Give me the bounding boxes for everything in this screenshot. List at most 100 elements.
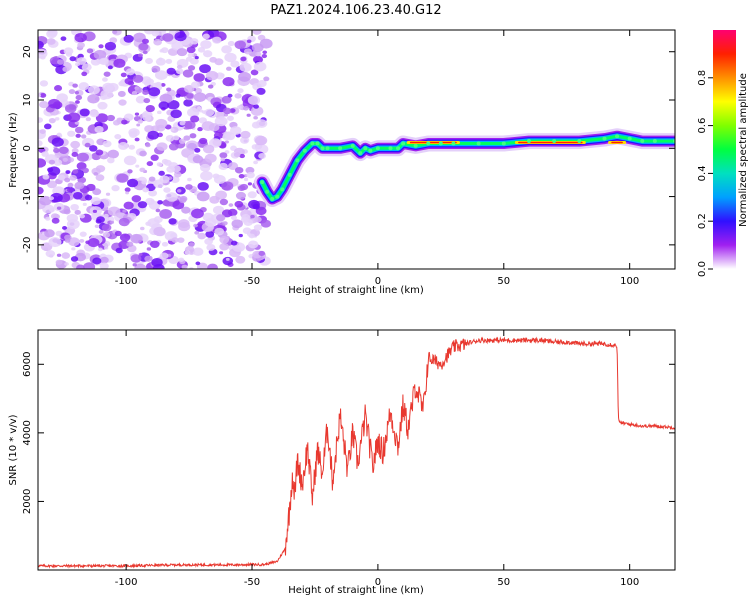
noise-blob <box>58 146 69 155</box>
ridge-node <box>552 139 557 144</box>
noise-blob <box>50 192 63 203</box>
noise-blob <box>173 135 180 141</box>
noise-blob <box>222 76 235 87</box>
noise-blob <box>72 83 78 88</box>
noise-blob <box>219 236 230 244</box>
noise-blob <box>184 120 196 130</box>
noise-blob <box>56 132 62 137</box>
noise-blob <box>53 147 60 154</box>
noise-blob <box>228 203 234 207</box>
ridge-node <box>615 134 620 139</box>
noise-blob <box>226 115 234 121</box>
noise-blob <box>112 30 118 35</box>
noise-blob <box>231 219 243 229</box>
noise-blob <box>125 191 130 195</box>
noise-blob <box>166 87 172 92</box>
noise-blob <box>38 117 44 123</box>
noise-blob <box>166 165 176 173</box>
noise-blob <box>71 247 76 251</box>
noise-blob <box>221 95 232 104</box>
noise-blob <box>247 182 253 186</box>
spectrogram-xlabel: Height of straight line (km) <box>288 285 424 296</box>
colorbar-tick-label: 0.2 <box>697 213 708 229</box>
noise-blob <box>65 170 71 174</box>
noise-blob <box>127 169 133 174</box>
noise-blob <box>134 87 143 94</box>
noise-blob <box>225 132 236 141</box>
noise-blob <box>181 264 188 269</box>
ridge-trace <box>254 128 675 207</box>
noise-blob <box>128 144 136 150</box>
noise-blob <box>250 106 264 116</box>
spectrogram-xtick-label: 100 <box>620 276 639 287</box>
noise-blob <box>145 142 151 148</box>
ridge-node <box>270 196 275 201</box>
noise-blob <box>134 137 140 142</box>
noise-blob <box>238 173 245 179</box>
noise-blob <box>82 202 87 206</box>
noise-blob <box>107 149 119 159</box>
noise-blob <box>222 107 232 115</box>
noise-blob <box>178 138 186 144</box>
noise-blob <box>197 47 206 53</box>
noise-blob <box>74 32 87 43</box>
noise-blob <box>242 227 252 235</box>
noise-blob <box>234 40 246 50</box>
noise-blob <box>120 72 127 78</box>
noise-blob <box>212 36 222 44</box>
noise-blob <box>76 57 87 65</box>
noise-blob <box>143 98 151 104</box>
noise-blob <box>218 162 228 171</box>
noise-blob <box>118 240 130 250</box>
noise-blob <box>105 192 111 196</box>
noise-blob <box>234 200 244 208</box>
noise-blob <box>131 195 142 203</box>
noise-blob <box>176 68 184 75</box>
noise-blob <box>154 70 168 80</box>
noise-blob <box>204 238 213 245</box>
noise-blob <box>92 209 98 213</box>
noise-blob <box>185 184 193 190</box>
noise-blob <box>189 133 197 139</box>
noise-blob <box>115 247 123 254</box>
noise-blob <box>107 206 121 217</box>
noise-blob <box>114 230 122 237</box>
noise-blob <box>200 170 213 181</box>
noise-blob <box>204 153 217 163</box>
noise-blob <box>155 208 161 213</box>
noise-blob <box>242 105 249 111</box>
noise-blob <box>142 38 149 44</box>
noise-blob <box>254 216 262 223</box>
noise-blob <box>226 66 232 71</box>
noise-blob <box>117 90 126 97</box>
noise-blob <box>182 69 194 78</box>
noise-blob <box>74 91 80 95</box>
noise-blob <box>84 194 93 201</box>
noise-blob <box>104 246 109 250</box>
noise-blob <box>74 181 85 190</box>
noise-blob <box>61 252 71 259</box>
noise-blob <box>227 40 235 47</box>
noise-blob <box>221 45 232 54</box>
noise-blob <box>39 129 46 134</box>
ridge-node <box>577 139 582 144</box>
noise-blob <box>187 107 200 118</box>
noise-blob <box>60 36 67 41</box>
noise-blob <box>162 200 170 206</box>
noise-blob <box>38 40 44 49</box>
noise-blob <box>48 237 62 248</box>
noise-blob <box>214 227 225 236</box>
colorbar-ticks: 0.0 0.2 0.4 0.6 0.8 <box>697 70 713 277</box>
noise-blob <box>170 128 175 132</box>
noise-blob <box>92 257 102 265</box>
noise-blob <box>62 157 68 162</box>
noise-blob <box>197 106 203 111</box>
noise-blob <box>246 113 251 117</box>
noise-blob <box>79 231 87 237</box>
noise-blob <box>118 99 127 106</box>
ridge-node <box>602 136 607 141</box>
noise-blob <box>183 99 193 107</box>
noise-blob <box>99 256 109 264</box>
noise-blob <box>75 133 81 138</box>
noise-blob <box>194 147 201 153</box>
